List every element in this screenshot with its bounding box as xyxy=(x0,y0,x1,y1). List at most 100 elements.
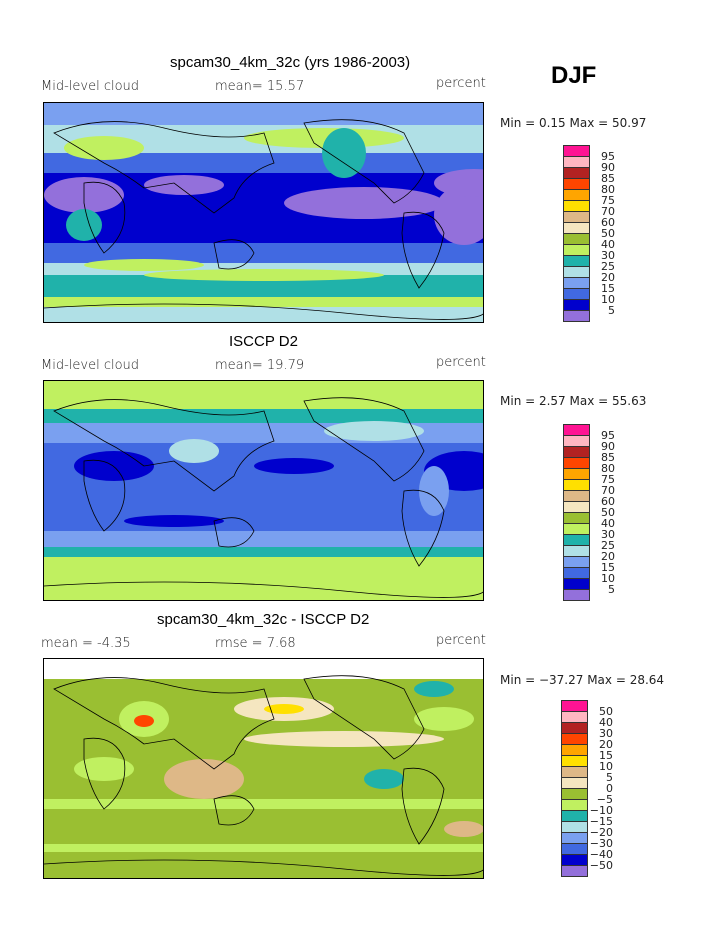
panel-2-title: ISCCP D2 xyxy=(229,333,298,350)
panel-3-units: percent xyxy=(436,633,486,648)
colorbar-swatch xyxy=(562,756,587,767)
panel-3-map xyxy=(43,658,484,879)
panel-1-title: spcam30_4km_32c (yrs 1986-2003) xyxy=(170,54,411,71)
contour-region xyxy=(303,119,425,204)
contour-region xyxy=(74,451,154,481)
contour-region xyxy=(44,103,483,125)
contour-region xyxy=(324,421,424,441)
colorbar-swatch xyxy=(562,745,587,756)
colorbar-swatch xyxy=(564,568,589,579)
colorbar-swatch xyxy=(564,590,589,600)
colorbar-level-label: 50 xyxy=(599,705,613,718)
colorbar-level-label: 90 xyxy=(601,161,615,174)
colorbar-swatch xyxy=(564,234,589,245)
contour-region xyxy=(213,239,255,270)
colorbar-swatch xyxy=(562,712,587,723)
colorbar-level-label: 10 xyxy=(599,760,613,773)
colorbar-swatch xyxy=(564,300,589,311)
colorbar-swatch xyxy=(562,734,587,745)
colorbar-level-label: 95 xyxy=(601,429,615,442)
contour-region xyxy=(83,459,126,532)
panel-1-map xyxy=(43,102,484,323)
panel-2-map xyxy=(43,380,484,601)
colorbar-level-label: 85 xyxy=(601,451,615,464)
panel-3-colorbar xyxy=(561,700,588,877)
colorbar-swatch xyxy=(564,179,589,190)
contour-region xyxy=(244,731,444,747)
panel-2-units: percent xyxy=(436,355,486,370)
colorbar-swatch xyxy=(562,800,587,811)
colorbar-level-label: 60 xyxy=(601,216,615,229)
colorbar-swatch xyxy=(564,223,589,234)
colorbar-swatch xyxy=(564,502,589,513)
panel-3-title: spcam30_4km_32c - ISCCP D2 xyxy=(157,611,370,628)
colorbar-level-label: 15 xyxy=(599,749,613,762)
contour-region xyxy=(144,175,224,195)
colorbar-level-label: 40 xyxy=(599,716,613,729)
colorbar-level-label: 40 xyxy=(601,517,615,530)
colorbar-swatch xyxy=(564,469,589,480)
colorbar-swatch xyxy=(564,535,589,546)
contour-region xyxy=(134,715,154,727)
colorbar-swatch xyxy=(564,425,589,436)
contour-region xyxy=(364,769,404,789)
contour-region xyxy=(44,531,483,547)
contour-region xyxy=(53,399,275,492)
colorbar-swatch xyxy=(562,701,587,712)
panel-1-variable: Mid-level cloud xyxy=(41,79,140,94)
contour-region xyxy=(213,517,255,548)
colorbar-swatch xyxy=(564,278,589,289)
colorbar-level-label: −40 xyxy=(589,848,613,861)
contour-region xyxy=(164,759,244,799)
colorbar-level-label: 40 xyxy=(601,238,615,251)
contour-region xyxy=(44,659,483,679)
colorbar-level-label: 25 xyxy=(601,539,615,552)
contour-region xyxy=(434,185,483,245)
colorbar-swatch xyxy=(564,289,589,300)
colorbar-swatch xyxy=(564,190,589,201)
colorbar-swatch xyxy=(564,256,589,267)
contour-region xyxy=(44,409,483,423)
colorbar-swatch xyxy=(562,844,587,855)
contour-region xyxy=(254,458,334,474)
colorbar-swatch xyxy=(564,491,589,502)
colorbar-swatch xyxy=(564,245,589,256)
contour-region xyxy=(64,136,144,160)
colorbar-level-label: −30 xyxy=(589,837,613,850)
colorbar-level-label: 80 xyxy=(601,462,615,475)
colorbar-level-label: 10 xyxy=(601,572,615,585)
colorbar-swatch xyxy=(562,855,587,866)
panel-3-mean: mean = -4.35 xyxy=(41,636,131,651)
colorbar-level-label: 60 xyxy=(601,495,615,508)
contour-region xyxy=(322,128,366,178)
colorbar-level-label: 70 xyxy=(601,484,615,497)
colorbar-level-label: 20 xyxy=(599,738,613,751)
contour-region xyxy=(44,297,483,307)
panel-3-minmax: Min = −37.27 Max = 28.64 xyxy=(500,673,665,687)
colorbar-swatch xyxy=(562,833,587,844)
contour-region xyxy=(44,859,483,876)
colorbar-level-label: 30 xyxy=(599,727,613,740)
season-label: DJF xyxy=(551,62,597,89)
panel-1-mean: mean= 15.57 xyxy=(215,79,305,94)
panel-1-units: percent xyxy=(436,76,486,91)
colorbar-level-label: 20 xyxy=(601,550,615,563)
colorbar-swatch xyxy=(564,201,589,212)
colorbar-level-label: 50 xyxy=(601,227,615,240)
contour-region xyxy=(44,275,483,297)
colorbar-level-label: 10 xyxy=(601,293,615,306)
contour-region xyxy=(53,677,275,770)
contour-region xyxy=(213,795,255,826)
panel-2-minmax: Min = 2.57 Max = 55.63 xyxy=(500,394,647,408)
colorbar-level-label: −5 xyxy=(596,793,613,806)
contour-region xyxy=(53,121,275,214)
contour-region xyxy=(44,307,483,322)
contour-region xyxy=(414,681,454,697)
panel-1-colorbar xyxy=(563,145,590,322)
contour-region xyxy=(284,187,444,219)
panel-2-variable: Mid-level cloud xyxy=(41,358,140,373)
contour-region xyxy=(44,381,483,409)
contour-region xyxy=(401,767,445,845)
colorbar-level-label: 70 xyxy=(601,205,615,218)
